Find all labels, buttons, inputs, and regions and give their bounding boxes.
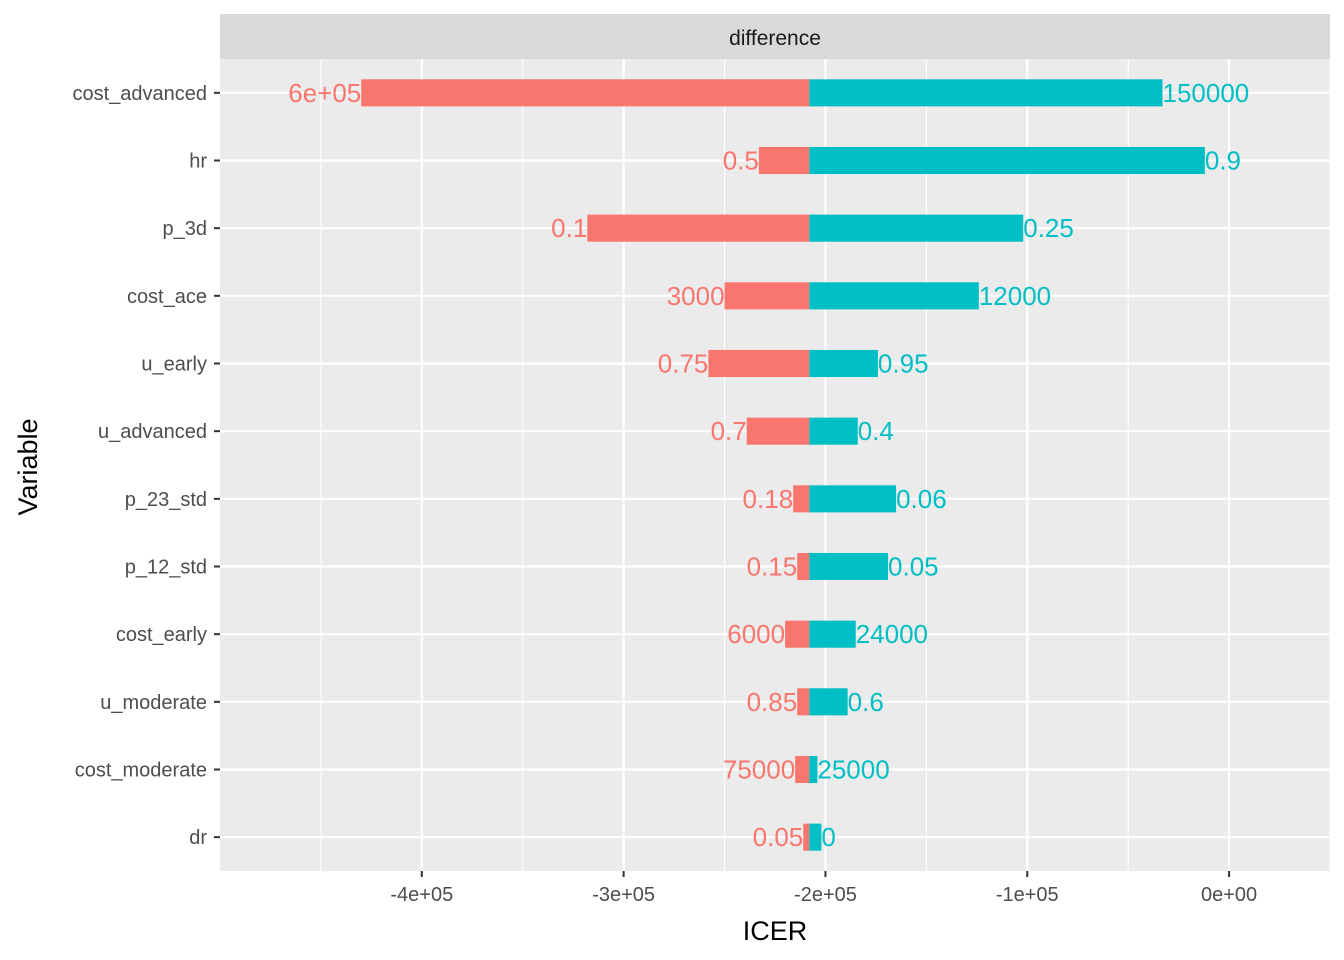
bar-label: 0.5: [723, 146, 759, 176]
x-axis-title: ICER: [743, 916, 808, 946]
bar: [809, 349, 878, 378]
y-tick-label: cost_moderate: [75, 760, 207, 782]
bar: [797, 688, 810, 716]
bar-label: 0.9: [1205, 146, 1241, 176]
bar-label: 0.05: [888, 552, 939, 582]
x-tick-label: -1e+05: [996, 884, 1059, 906]
y-tick-label: u_advanced: [98, 421, 207, 443]
bar: [793, 485, 810, 513]
y-tick-label: cost_early: [116, 624, 207, 646]
bar: [809, 214, 1024, 242]
bar: [361, 79, 810, 107]
x-tick-label: -4e+05: [390, 884, 453, 906]
bar: [809, 620, 856, 648]
bars: [361, 79, 1205, 851]
bar: [746, 417, 810, 445]
x-tick-label: 0e+00: [1201, 884, 1257, 906]
bar-label: 3000: [667, 281, 725, 311]
y-tick-label: cost_advanced: [72, 83, 207, 105]
bar: [809, 146, 1205, 175]
y-tick-label: u_early: [141, 354, 207, 376]
facet-label: difference: [729, 27, 821, 50]
bar-label: 0.6: [848, 687, 884, 717]
y-tick-label: p_3d: [163, 218, 208, 240]
bar-label: 6000: [727, 619, 785, 649]
bar: [809, 755, 818, 784]
bar-label: 75000: [723, 755, 795, 785]
bar-label: 25000: [817, 755, 889, 785]
bar: [797, 552, 810, 581]
bar: [809, 417, 858, 445]
bar-label: 0.15: [747, 552, 798, 582]
bar-label: 0.05: [753, 822, 804, 852]
bar-label: 6e+05: [288, 78, 361, 108]
bar-label: 0.1: [551, 213, 587, 243]
bar: [803, 823, 810, 851]
x-tick-label: -2e+05: [794, 884, 857, 906]
y-tick-label: u_moderate: [100, 692, 207, 714]
grid-minor: [320, 59, 1331, 871]
y-tick-label: hr: [189, 151, 207, 173]
bar-label: 0.18: [743, 484, 794, 514]
facet-strip: [220, 14, 1330, 59]
y-tick-label: cost_ace: [127, 286, 207, 308]
bar-label: 24000: [856, 619, 928, 649]
bar: [809, 485, 897, 513]
bar: [708, 349, 810, 378]
bar: [809, 823, 822, 851]
x-axis: -4e+05 -3e+05 -2e+05 -1e+05 0e+00: [390, 871, 1257, 906]
bar-label: 150000: [1162, 78, 1249, 108]
bar: [809, 282, 979, 310]
y-tick-label: p_12_std: [125, 557, 207, 579]
x-tick-label: -3e+05: [592, 884, 655, 906]
bar: [809, 688, 848, 716]
bar: [758, 146, 810, 175]
bar: [724, 282, 810, 310]
bar-label: 0.4: [858, 416, 894, 446]
bar: [785, 620, 810, 648]
bar: [795, 755, 810, 784]
bar-label: 0.85: [747, 687, 798, 717]
y-tick-label: dr: [189, 827, 207, 849]
bar-label: 0.95: [878, 349, 929, 379]
bar: [809, 552, 889, 581]
y-axis-title: Variable: [13, 418, 43, 515]
bar-label: 0.25: [1023, 213, 1074, 243]
bar-labels: 6e+05 0.5 0.1 3000 0.75 0.7 0.18 0.15 6000 0.85 75…: [288, 78, 1249, 852]
bar: [809, 79, 1163, 107]
bar-label: 12000: [979, 281, 1051, 311]
bar-label: 0.06: [896, 484, 947, 514]
bar-label: 0: [821, 822, 835, 852]
bar-label: 0.75: [658, 349, 709, 379]
bar: [587, 214, 810, 242]
y-tick-label: p_23_std: [125, 489, 207, 511]
bar-label: 0.7: [711, 416, 747, 446]
plot-panel: [220, 59, 1330, 871]
